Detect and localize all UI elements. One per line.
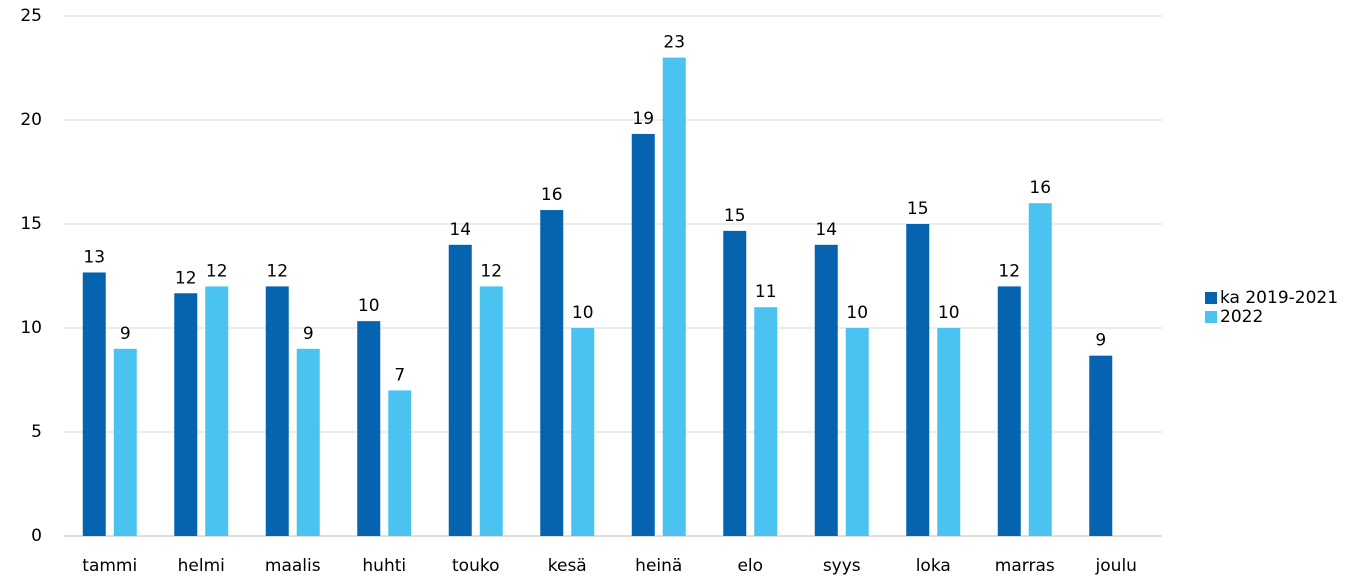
data-label: 9 — [1095, 331, 1106, 351]
bar — [113, 348, 137, 536]
data-label: 13 — [83, 247, 105, 267]
data-label: 10 — [846, 303, 868, 323]
bar — [571, 328, 595, 536]
data-label: 19 — [632, 109, 654, 129]
x-tick-label: huhti — [362, 556, 406, 576]
y-tick-label: 10 — [20, 318, 42, 338]
bar — [754, 307, 778, 536]
x-tick-label: syys — [823, 556, 861, 576]
data-label: 10 — [572, 303, 594, 323]
y-tick-label: 5 — [31, 422, 42, 442]
data-label: 7 — [394, 365, 405, 385]
x-tick-label: helmi — [178, 556, 225, 576]
bar — [265, 286, 289, 536]
bar — [479, 286, 503, 536]
data-label: 23 — [663, 33, 685, 53]
data-label: 15 — [724, 206, 746, 226]
bar — [540, 210, 564, 536]
x-tick-label: elo — [737, 556, 763, 576]
bar — [448, 244, 472, 537]
bar — [82, 272, 106, 536]
bar — [1089, 355, 1113, 536]
bar — [937, 328, 961, 536]
data-label: 14 — [815, 220, 837, 240]
bar — [814, 244, 838, 537]
x-tick-label: marras — [995, 556, 1055, 576]
y-tick-label: 20 — [20, 110, 42, 130]
data-label: 16 — [541, 185, 563, 205]
data-label: 9 — [303, 324, 314, 344]
data-label: 12 — [175, 268, 197, 288]
data-label: 11 — [755, 282, 777, 302]
x-tick-label: maalis — [265, 556, 321, 576]
x-tick-label: loka — [916, 556, 951, 576]
data-label: 9 — [120, 324, 131, 344]
legend-label: ka 2019-2021 — [1220, 288, 1338, 308]
bar — [1028, 203, 1052, 536]
legend-label: 2022 — [1220, 307, 1263, 327]
legend-swatch — [1205, 311, 1217, 323]
data-label: 12 — [480, 261, 502, 281]
bar — [723, 230, 747, 536]
data-label: 10 — [358, 296, 380, 316]
data-label: 12 — [206, 261, 228, 281]
bar — [205, 286, 229, 536]
data-label: 12 — [998, 261, 1020, 281]
x-tick-label: kesä — [548, 556, 587, 576]
bar — [296, 348, 320, 536]
data-label: 14 — [449, 220, 471, 240]
y-tick-label: 0 — [31, 526, 42, 546]
bar — [662, 57, 686, 536]
data-label: 16 — [1029, 178, 1051, 198]
bar — [357, 321, 381, 536]
bar — [906, 224, 930, 536]
x-tick-label: touko — [452, 556, 499, 576]
data-label: 12 — [266, 261, 288, 281]
legend-swatch — [1205, 292, 1217, 304]
x-tick-label: joulu — [1095, 556, 1137, 576]
bar — [388, 390, 412, 536]
y-tick-label: 25 — [20, 6, 42, 26]
bar — [631, 133, 655, 536]
data-label: 10 — [938, 303, 960, 323]
bar — [997, 286, 1021, 536]
x-tick-label: heinä — [635, 556, 682, 576]
y-tick-label: 15 — [20, 214, 42, 234]
bar — [174, 293, 198, 536]
x-tick-label: tammi — [82, 556, 137, 576]
data-label: 15 — [907, 199, 929, 219]
bar — [845, 328, 869, 536]
